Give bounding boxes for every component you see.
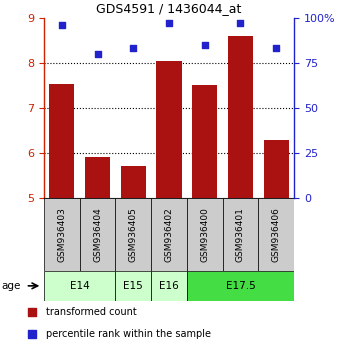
Bar [80, 198, 115, 271]
Point [130, 46, 136, 51]
Bar [151, 198, 187, 271]
Text: E17.5: E17.5 [225, 281, 255, 291]
Text: E15: E15 [123, 281, 143, 291]
Bar [115, 271, 151, 301]
Text: transformed count: transformed count [46, 307, 137, 316]
Title: GDS4591 / 1436044_at: GDS4591 / 1436044_at [96, 2, 242, 15]
Bar [187, 271, 294, 301]
Bar [192, 85, 217, 198]
Point [202, 42, 208, 47]
Text: GSM936400: GSM936400 [200, 207, 209, 262]
Bar [223, 198, 258, 271]
Bar [228, 36, 253, 198]
Bar [44, 198, 80, 271]
Text: GSM936404: GSM936404 [93, 207, 102, 262]
Bar [156, 61, 182, 198]
Point [273, 46, 279, 51]
Bar [187, 198, 223, 271]
Point [238, 20, 243, 26]
Point [30, 309, 35, 314]
Text: E16: E16 [159, 281, 179, 291]
Bar [258, 198, 294, 271]
Point [59, 22, 65, 28]
Text: age: age [2, 281, 21, 291]
Text: GSM936405: GSM936405 [129, 207, 138, 262]
Bar [121, 166, 146, 198]
Point [166, 20, 172, 26]
Bar [44, 271, 115, 301]
Text: GSM936402: GSM936402 [165, 207, 173, 262]
Text: percentile rank within the sample: percentile rank within the sample [46, 329, 211, 339]
Text: GSM936403: GSM936403 [57, 207, 66, 262]
Bar [264, 141, 289, 198]
Bar [115, 198, 151, 271]
Text: E14: E14 [70, 281, 90, 291]
Text: GSM936401: GSM936401 [236, 207, 245, 262]
Text: GSM936406: GSM936406 [272, 207, 281, 262]
Bar [49, 85, 74, 198]
Point [30, 331, 35, 337]
Bar [151, 271, 187, 301]
Point [95, 51, 100, 57]
Bar [85, 157, 110, 198]
